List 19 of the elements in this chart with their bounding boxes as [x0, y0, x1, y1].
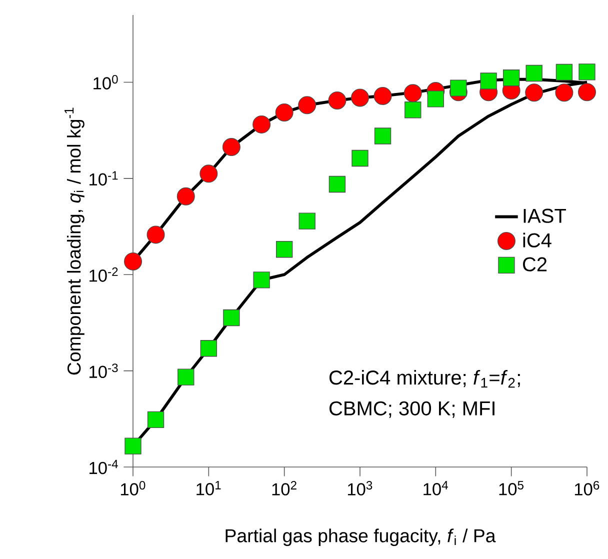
x-tick-label: 10$^{6}$	[574, 480, 600, 496]
y-tick-label: 10$^{-1}$	[90, 171, 118, 186]
legend-label: IAST	[524, 208, 566, 223]
annotation: C2-iC4 mixture; f$_{1}$=f$_{2}$;	[330, 370, 520, 388]
x-tick-label: 10$^{4}$	[424, 480, 448, 496]
y-tick-label: 10$^{0}$	[94, 75, 118, 90]
legend-label: iC4	[523, 232, 552, 248]
x-tick-label: 10$^{2}$	[272, 480, 296, 496]
y-tick-label: 10$^{-4}$	[90, 460, 118, 474]
x-tick-label: 10$^{1}$	[196, 480, 221, 496]
x-tick-label: 10$^{5}$	[499, 480, 524, 496]
x-axis-title: Partial gas phase fugacity, f$_{i}$ / Pa	[226, 528, 496, 546]
y-tick-label: 10$^{-2}$	[90, 267, 118, 282]
x-tick-label: 10$^{0}$	[120, 480, 146, 496]
legend-label: C2	[523, 257, 547, 272]
annotation: CBMC; 300 K; MFI	[330, 401, 494, 418]
x-tick-label: 10$^{3}$	[348, 480, 372, 496]
y-tick-label: 10$^{-3}$	[90, 364, 118, 378]
y-axis-title: Component loading, q$_{i}$ / mol kg$^{-1}$	[64, 108, 84, 375]
